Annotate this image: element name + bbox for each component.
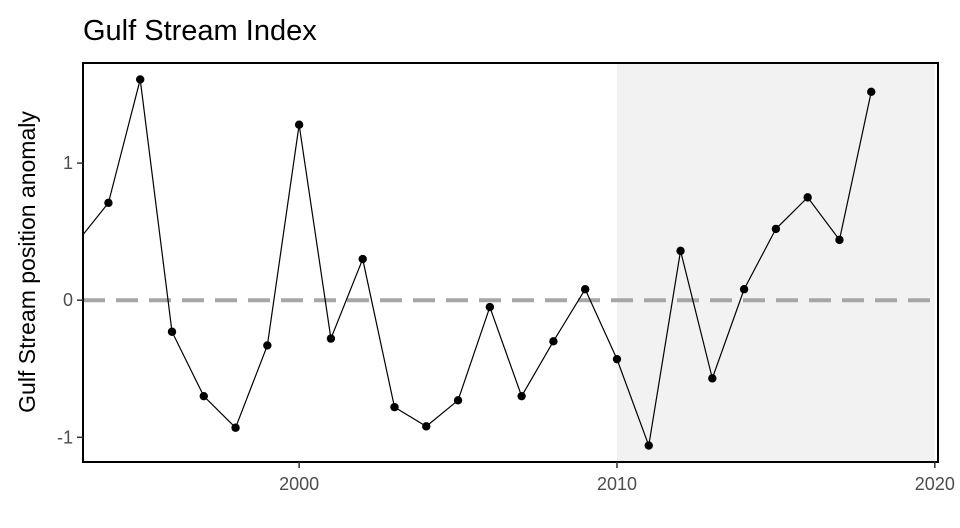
- data-point-1995: [136, 75, 145, 84]
- data-point-2009: [580, 285, 590, 294]
- data-point-2007: [517, 391, 526, 401]
- x-axis: 2000 2010 2020: [279, 462, 955, 494]
- data-point-1997: [199, 391, 208, 401]
- x-tick-label: 2000: [279, 474, 319, 494]
- data-point-2005: [453, 396, 463, 405]
- series-group: [72, 75, 876, 450]
- data-point-2012: [676, 246, 685, 256]
- chart-title: Gulf Stream Index: [83, 15, 317, 47]
- data-point-1996: [167, 327, 177, 336]
- data-point-2000: [294, 120, 304, 129]
- data-point-2015: [771, 224, 781, 234]
- data-point-2014: [739, 285, 749, 294]
- x-tick-label: 2020: [915, 474, 955, 494]
- y-tick-label: 1: [63, 153, 73, 173]
- data-point-1998: [231, 423, 240, 432]
- y-tick-label: -1: [57, 427, 73, 447]
- series-line: [83, 79, 872, 448]
- data-point-2004: [422, 422, 431, 431]
- data-point-1999: [263, 341, 272, 350]
- data-point-2016: [803, 193, 812, 202]
- y-axis-label: Gulf Stream position anomaly: [14, 111, 40, 413]
- y-tick-label: 0: [63, 290, 73, 310]
- x-tick-label: 2010: [597, 474, 637, 494]
- data-point-2013: [708, 374, 717, 383]
- y-axis: -1 0 1: [57, 153, 83, 447]
- data-point-2018: [867, 87, 876, 96]
- data-point-1994: [104, 198, 113, 208]
- data-point-1993: [72, 238, 80, 246]
- data-point-2008: [549, 337, 558, 346]
- data-point-2011: [644, 441, 653, 450]
- data-point-2003: [390, 402, 399, 412]
- data-point-2006: [485, 302, 495, 312]
- data-point-2017: [835, 235, 844, 245]
- plot-panel-border: [82, 62, 939, 463]
- data-point-2010: [612, 354, 622, 364]
- data-point-2001: [326, 334, 336, 343]
- data-point-2002: [358, 254, 367, 264]
- shaded-period-region: [616, 63, 935, 462]
